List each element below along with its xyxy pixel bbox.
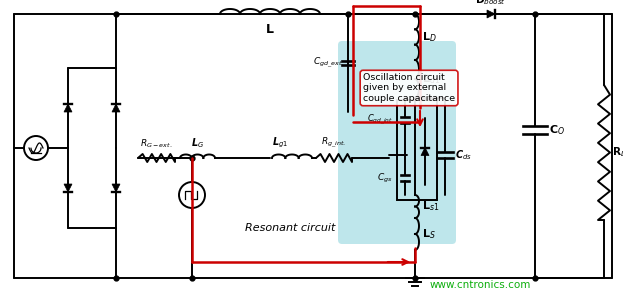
FancyBboxPatch shape [338,41,456,244]
Text: R$_{LOAD}$: R$_{LOAD}$ [612,146,623,159]
Text: R$_{G-ext.}$: R$_{G-ext.}$ [140,138,173,150]
Text: R$_{g\_int.}$: R$_{g\_int.}$ [321,135,346,150]
Text: www.cntronics.com: www.cntronics.com [430,280,531,290]
Text: D$_{boost}$: D$_{boost}$ [475,0,506,7]
Text: C$_{gd\_int}$: C$_{gd\_int}$ [367,113,393,127]
Text: L$_D$: L$_D$ [422,30,437,44]
Polygon shape [64,104,72,112]
Text: C$_{gs}$: C$_{gs}$ [378,171,393,184]
Text: L$_G$: L$_G$ [191,136,204,150]
Text: L$_{d1}$: L$_{d1}$ [422,72,440,86]
Text: C$_O$: C$_O$ [549,123,565,137]
Text: L$_{s1}$: L$_{s1}$ [422,200,439,214]
Text: Resonant circuit: Resonant circuit [245,223,335,233]
Polygon shape [112,184,120,192]
Polygon shape [487,10,495,18]
Polygon shape [64,184,72,192]
Polygon shape [421,148,429,156]
Text: L: L [266,23,274,36]
Text: C$_{ds}$: C$_{ds}$ [455,148,472,162]
Bar [397,100,437,200]
Text: L$_{g1}$: L$_{g1}$ [272,136,288,150]
Text: L$_S$: L$_S$ [422,227,436,241]
Text: Oscillation circuit
given by external
couple capacitance: Oscillation circuit given by external co… [363,73,455,103]
Polygon shape [112,104,120,112]
Text: C$_{gd\_ext.}$: C$_{gd\_ext.}$ [313,56,344,70]
